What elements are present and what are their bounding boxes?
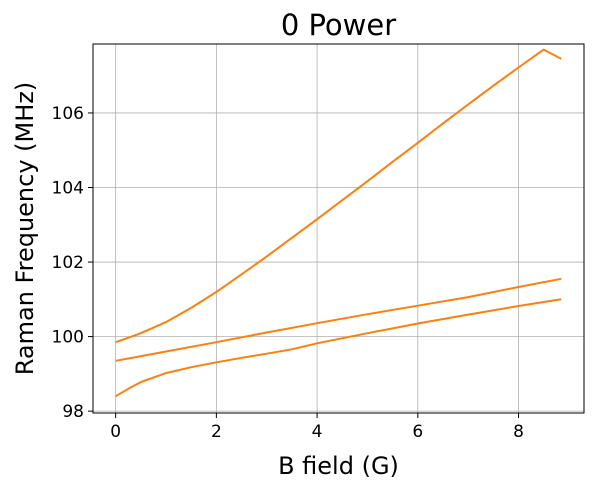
y-tick-label: 104 — [52, 179, 84, 199]
ticks: 0 2 4 6 8 98 100 102 104 106 — [52, 104, 524, 442]
grid — [93, 44, 584, 413]
x-tick-label: 4 — [312, 422, 323, 442]
x-tick-label: 8 — [513, 422, 524, 442]
y-tick-label: 106 — [52, 104, 84, 124]
x-tick-label: 0 — [110, 422, 121, 442]
x-tick-label: 2 — [211, 422, 222, 442]
series-lines — [115, 48, 562, 398]
x-tick-label: 6 — [412, 422, 423, 442]
series-line-1 — [115, 48, 562, 344]
y-axis-label: Raman Frequency (MHz) — [11, 82, 39, 375]
chart-title: 0 Power — [281, 8, 396, 42]
y-tick-label: 100 — [52, 328, 84, 348]
y-tick-label: 98 — [62, 402, 84, 422]
series-line-3 — [115, 298, 562, 398]
plot-frame — [92, 43, 585, 414]
y-tick-label: 102 — [52, 253, 84, 273]
x-axis-label: B field (G) — [278, 452, 399, 480]
series-line-2 — [115, 277, 562, 362]
